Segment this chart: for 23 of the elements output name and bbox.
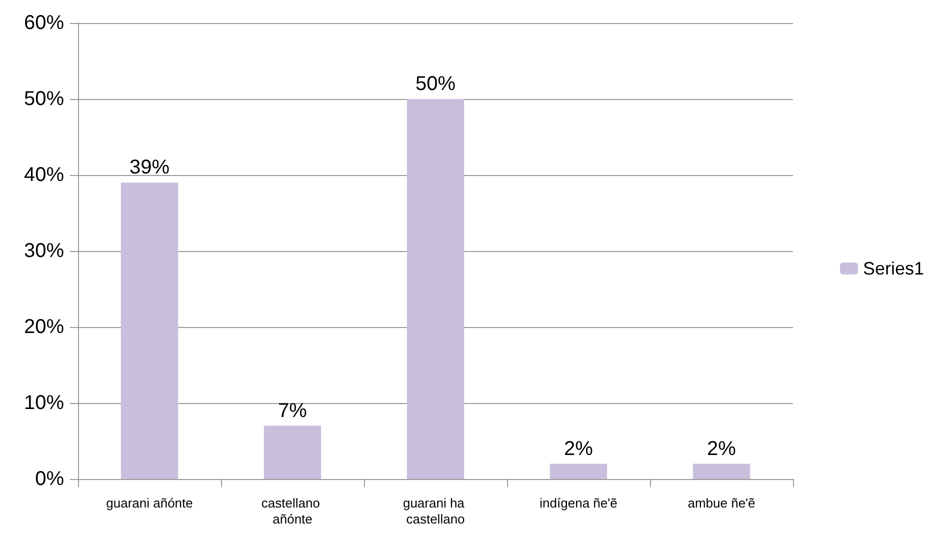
y-tick-label: 40% — [24, 164, 64, 186]
legend-label: Series1 — [862, 258, 924, 278]
x-tick-label: indígena ñe'ẽ — [540, 496, 618, 510]
x-tick-label: guarani añónte — [106, 496, 193, 510]
x-tick-label: ambue ñe'ẽ — [688, 496, 756, 510]
bar — [120, 182, 178, 479]
data-label: 50% — [415, 73, 456, 95]
bar — [550, 464, 608, 479]
bar — [406, 99, 464, 479]
y-tick-label: 10% — [24, 392, 64, 414]
y-tick-label: 60% — [24, 12, 64, 34]
bar — [264, 426, 322, 479]
y-tick-label: 20% — [24, 316, 64, 338]
bar — [692, 464, 750, 479]
x-tick-label: guarani ha castellano — [402, 496, 468, 526]
x-tick-label: castellano añónte — [261, 496, 324, 526]
y-tick-label: 0% — [35, 468, 64, 490]
y-tick-label: 50% — [24, 88, 64, 110]
data-label: 2% — [564, 438, 594, 460]
y-tick-label: 30% — [24, 240, 64, 262]
data-label: 7% — [278, 400, 308, 422]
data-label: 2% — [707, 438, 736, 460]
data-label: 39% — [129, 156, 170, 179]
